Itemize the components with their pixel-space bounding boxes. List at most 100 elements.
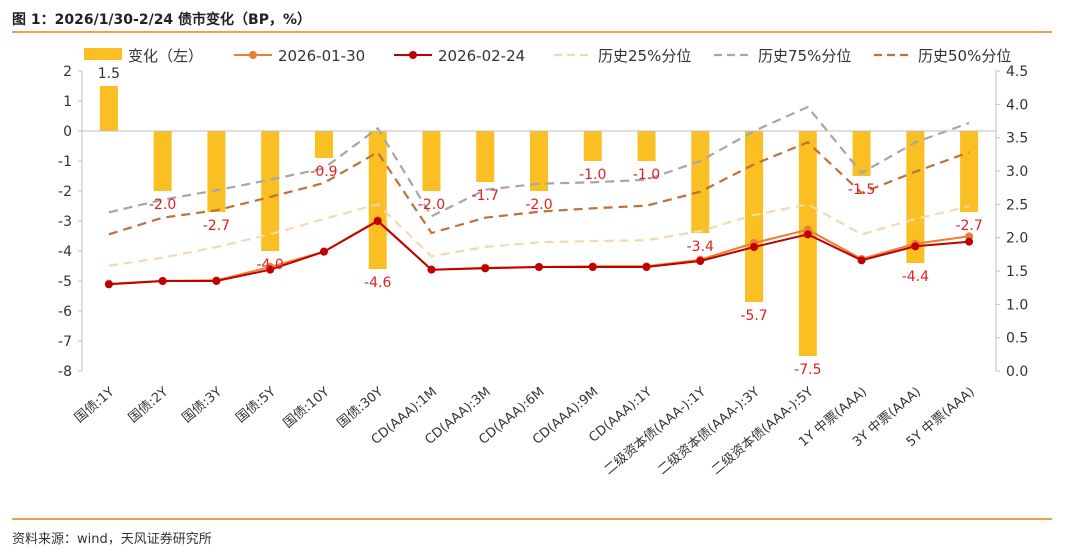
point-series-1-13 (803, 230, 812, 239)
category-label-0: 国债:1Y (72, 385, 117, 426)
bar-label-1: -2.0 (149, 197, 176, 213)
bar-label-3: -4.0 (257, 257, 284, 273)
bar-label-11: -3.4 (687, 239, 714, 255)
category-label-11: 二级资本债(AAA-):1Y (602, 385, 709, 479)
left-tick-label: -4 (58, 244, 72, 260)
point-series-1-8 (535, 263, 543, 271)
point-series-1-1 (158, 277, 167, 285)
bar-label-4: -0.9 (310, 164, 337, 180)
legend-marker (409, 51, 417, 59)
point-series-1-6 (427, 265, 436, 274)
category-label-4: 国债:10Y (281, 385, 333, 432)
bar-label-6: -2.0 (418, 197, 445, 213)
bar-8 (530, 131, 548, 191)
bar-3 (261, 131, 280, 251)
legend-item-1: 2026-01-30 (234, 47, 365, 65)
top-rule (12, 31, 1052, 33)
point-series-1-16 (965, 237, 974, 246)
bond-market-change-chart: 变化（左） 2026-01-30 2026-02-24 历史25%分位 历史75%分位 历… (58, 47, 1028, 478)
left-tick-label: -3 (58, 214, 72, 230)
point-series-1-14 (857, 256, 866, 265)
legend-marker (249, 51, 257, 59)
point-series-1-15 (911, 242, 920, 251)
bar-6 (422, 131, 441, 191)
point-series-1-4 (319, 247, 328, 256)
category-label-5: 国债:30Y (335, 385, 387, 432)
right-tick-label: 4.5 (1006, 64, 1028, 80)
right-tick-label: 1.5 (1006, 264, 1028, 280)
line-series-2 (108, 203, 970, 267)
right-tick-label: 4.0 (1006, 97, 1028, 113)
point-series-1-2 (212, 277, 221, 285)
point-series-1-10 (642, 263, 651, 271)
line-series-3 (108, 105, 970, 218)
left-tick-label: 1 (63, 94, 72, 110)
left-tick-label: -6 (58, 304, 72, 320)
legend-label: 变化（左） (128, 47, 203, 65)
right-tick-label: 3.0 (1006, 164, 1028, 180)
category-label-2: 国债:3Y (180, 385, 225, 426)
legend-label: 历史25%分位 (598, 47, 691, 65)
point-series-1-12 (750, 243, 759, 251)
point-series-1-0 (104, 280, 113, 289)
left-tick-label: -2 (58, 184, 72, 200)
chart-legend: 变化（左） 2026-01-30 2026-02-24 历史25%分位 历史75%分位 历… (84, 47, 1011, 65)
bar-5 (368, 131, 387, 269)
bar-label-8: -2.0 (525, 197, 552, 213)
bar-label-5: -4.6 (364, 275, 391, 291)
line-series-4 (108, 141, 970, 236)
category-label-12: 二级资本债(AAA-):3Y (655, 385, 762, 479)
source-note: 资料来源：wind，天风证券研究所 (12, 532, 212, 547)
bar-14 (852, 131, 871, 176)
category-label-1: 国债:2Y (126, 385, 171, 426)
right-tick-label: 3.5 (1006, 131, 1028, 147)
legend-swatch (84, 48, 122, 60)
legend-label: 2026-01-30 (278, 47, 365, 65)
legend-item-0: 变化（左） (84, 47, 203, 65)
chart-axes: 2 1 0 -1 -2 -3 -4 -5 -6 -7 -8 4.5 4.0 3.5 3.0 2.5 2.0 1.5… (58, 64, 1028, 478)
legend-item-2: 2026-02-24 (394, 47, 525, 65)
bar-0 (99, 86, 118, 131)
legend-item-5: 历史50%分位 (874, 47, 1011, 65)
left-tick-label: -7 (58, 334, 72, 350)
point-series-1-5 (373, 217, 382, 225)
bar-4 (314, 131, 333, 158)
legend-item-4: 历史75%分位 (714, 47, 851, 65)
bar-label-12: -5.7 (740, 308, 767, 324)
bar-label-7: -1.7 (472, 188, 499, 204)
bar-label-15: -4.4 (902, 269, 929, 285)
right-tick-label: 2.5 (1006, 197, 1028, 213)
legend-item-3: 历史25%分位 (554, 47, 691, 65)
line-series-0 (108, 219, 970, 285)
bar-10 (637, 131, 656, 161)
data-labels: 1.5 -2.0 -2.7 -4.0 -0.9 -4.6 -2.0 -1.7 -2.0 -1.0 -… (98, 66, 983, 378)
left-tick-label: 2 (63, 64, 72, 80)
left-tick-label: -8 (58, 364, 72, 380)
point-series-1-3 (266, 265, 275, 274)
bar-7 (476, 131, 495, 182)
bottom-rule (12, 518, 1052, 520)
left-tick-label: -1 (58, 154, 72, 170)
bar-label-16: -2.7 (955, 218, 982, 234)
bar-12 (745, 131, 764, 302)
bar-label-9: -1.0 (579, 167, 606, 183)
legend-label: 2026-02-24 (438, 47, 525, 65)
bar-2 (207, 131, 226, 212)
legend-label: 历史75%分位 (758, 47, 851, 65)
bar-series (99, 86, 979, 356)
figure-title: 图 1：2026/1/30-2/24 债市变化（BP，%） (12, 12, 312, 28)
point-series-1-11 (696, 257, 705, 265)
point-series-1-7 (481, 264, 490, 273)
point-series-1-9 (588, 263, 597, 271)
bar-label-13: -7.5 (794, 362, 821, 378)
right-tick-label: 2.0 (1006, 231, 1028, 247)
bar-9 (583, 131, 602, 161)
bar-11 (691, 131, 710, 233)
category-label-3: 国债:5Y (233, 385, 278, 426)
bar-13 (798, 131, 817, 356)
right-tick-label: 1.0 (1006, 297, 1028, 313)
left-tick-label: -5 (58, 274, 72, 290)
bar-15 (906, 131, 925, 263)
right-tick-label: 0.0 (1006, 364, 1028, 380)
bar-1 (153, 131, 172, 191)
